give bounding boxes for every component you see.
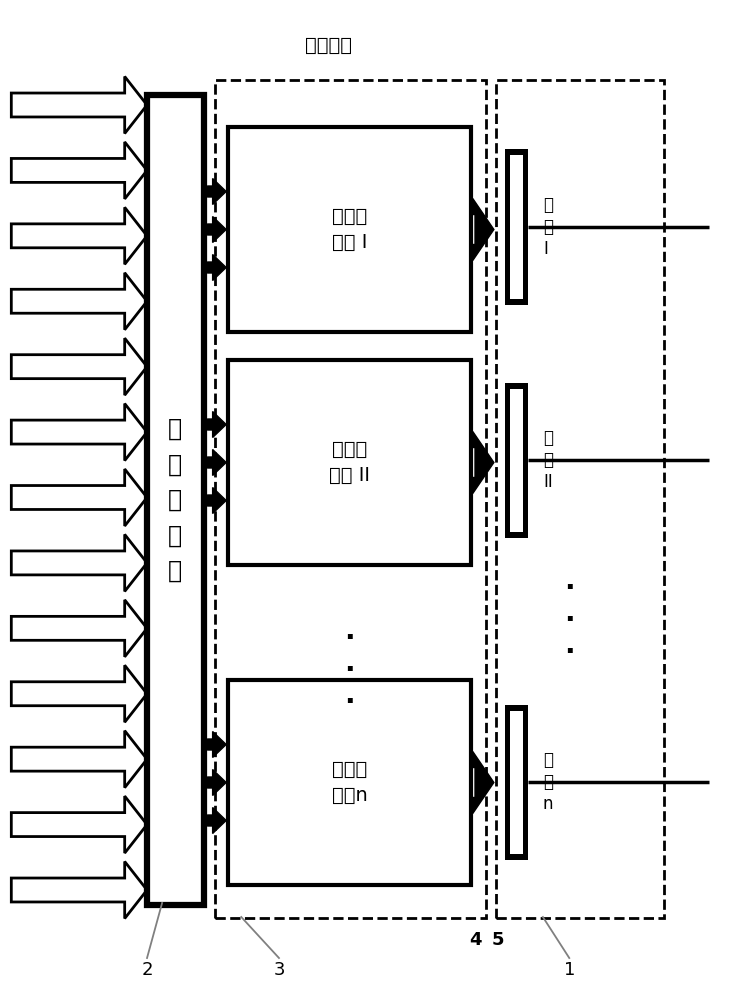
FancyArrow shape: [207, 254, 226, 280]
Text: ·
·
·: · · ·: [564, 574, 575, 666]
FancyArrow shape: [473, 432, 494, 494]
Bar: [510, 155, 523, 298]
FancyArrow shape: [473, 198, 494, 260]
Bar: [496, 80, 664, 918]
Bar: [228, 127, 471, 332]
Text: 3: 3: [273, 961, 285, 979]
Polygon shape: [11, 273, 147, 330]
Text: 真空环境: 真空环境: [305, 36, 352, 55]
Polygon shape: [11, 534, 147, 591]
Polygon shape: [11, 796, 147, 853]
FancyArrow shape: [207, 770, 226, 796]
Text: ·
·
·: · · ·: [345, 624, 355, 716]
FancyArrow shape: [207, 450, 226, 476]
FancyArrow shape: [207, 412, 226, 438]
Polygon shape: [11, 665, 147, 722]
Text: 电子倍
增极 II: 电子倍 增极 II: [329, 440, 370, 485]
Polygon shape: [11, 207, 147, 264]
FancyArrow shape: [473, 752, 494, 814]
Polygon shape: [11, 404, 147, 461]
FancyArrow shape: [207, 488, 226, 514]
FancyArrow shape: [207, 808, 226, 834]
Text: 光
学
输
入
窗: 光 学 输 入 窗: [168, 417, 182, 583]
Text: 4: 4: [469, 931, 481, 949]
Polygon shape: [11, 77, 147, 133]
Polygon shape: [11, 469, 147, 526]
Bar: [147, 95, 204, 905]
FancyArrow shape: [207, 732, 226, 758]
Polygon shape: [11, 731, 147, 788]
Bar: [505, 704, 528, 859]
Bar: [228, 680, 471, 885]
Polygon shape: [11, 861, 147, 918]
FancyArrow shape: [207, 178, 226, 204]
Bar: [510, 710, 523, 853]
Text: 电子倍
增极 I: 电子倍 增极 I: [333, 207, 367, 252]
Bar: [228, 360, 471, 565]
Bar: [505, 382, 528, 538]
Bar: [510, 388, 523, 532]
Polygon shape: [11, 600, 147, 657]
Text: 1: 1: [563, 961, 575, 979]
FancyArrow shape: [207, 216, 226, 242]
Text: 5: 5: [492, 931, 504, 949]
Text: 阳
极
I: 阳 极 I: [543, 196, 553, 258]
Bar: [215, 80, 486, 918]
Text: 阳
极
II: 阳 极 II: [543, 429, 553, 491]
Bar: [505, 149, 528, 304]
Text: 2: 2: [141, 961, 153, 979]
Polygon shape: [11, 338, 147, 395]
Polygon shape: [11, 142, 147, 199]
Text: 阳
极
n: 阳 极 n: [543, 751, 553, 813]
Text: 电子倍
增极n: 电子倍 增极n: [332, 760, 368, 805]
